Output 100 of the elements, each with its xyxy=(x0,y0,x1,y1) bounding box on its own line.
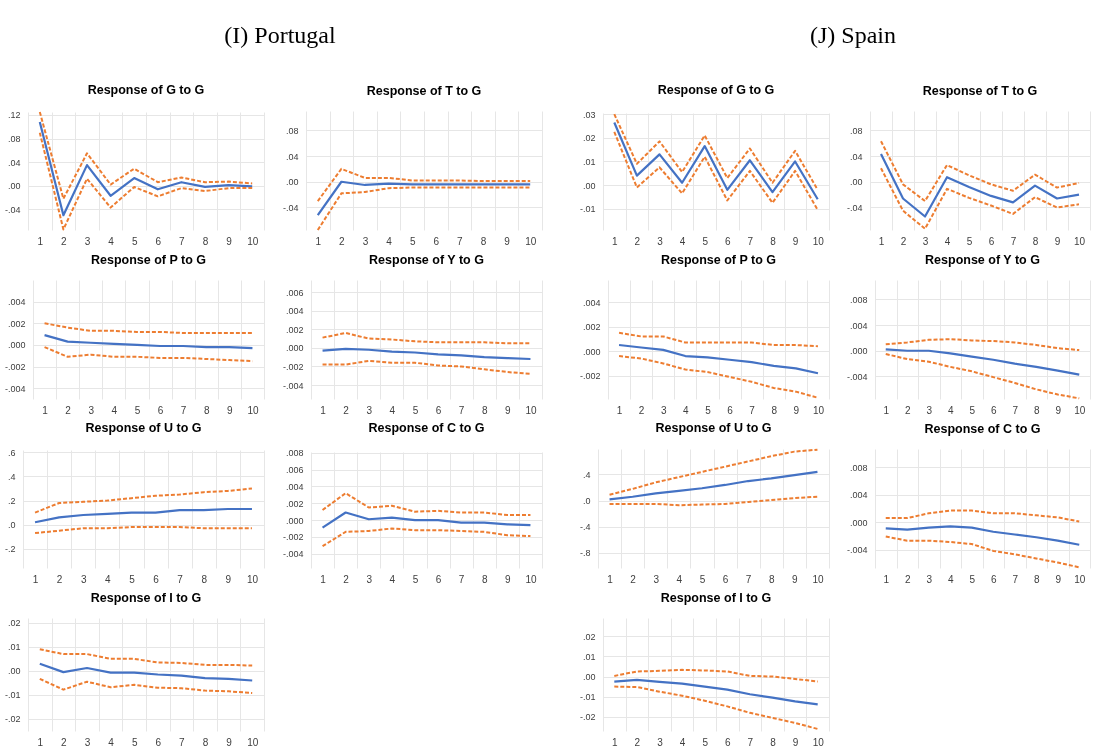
x-tick-label: 6 xyxy=(722,573,729,585)
x-tick-label: 7 xyxy=(180,404,187,416)
x-tick-label: 3 xyxy=(88,404,95,416)
y-tick-label: -.01 xyxy=(4,690,21,701)
x-tick-label: 3 xyxy=(84,736,91,748)
x-tick-label: 8 xyxy=(768,573,775,585)
x-tick-label: 4 xyxy=(108,235,115,247)
x-tick-label: 3 xyxy=(922,235,929,247)
x-tick-label: 10 xyxy=(812,736,825,748)
x-tick-label: 5 xyxy=(702,736,709,748)
x-tick-label: 8 xyxy=(1033,404,1040,416)
y-tick-label: .04 xyxy=(849,151,863,162)
line-series xyxy=(884,509,1081,523)
x-tick-label: 8 xyxy=(202,736,209,748)
line-series xyxy=(884,352,1081,400)
x-tick-label: 2 xyxy=(638,404,645,416)
line-series xyxy=(38,131,254,231)
y-tick-label: .0 xyxy=(582,496,591,507)
x-tick-label: 6 xyxy=(155,736,162,748)
line-series xyxy=(879,153,1081,218)
chart-title: Response of P to G xyxy=(660,252,777,267)
y-tick-label: .4 xyxy=(7,471,16,482)
x-tick-label: 3 xyxy=(362,235,369,247)
x-tick-label: 8 xyxy=(202,235,209,247)
x-tick-label: 1 xyxy=(37,235,44,247)
x-tick-label: 2 xyxy=(343,573,350,585)
x-tick-label: 3 xyxy=(657,736,664,748)
x-tick-label: 6 xyxy=(990,404,997,416)
line-series xyxy=(880,140,1080,203)
x-tick-label: 7 xyxy=(177,573,184,585)
text: (I) Portugal xyxy=(224,21,336,48)
x-tick-label: 3 xyxy=(926,404,933,416)
y-tick-label: .004 xyxy=(7,297,26,308)
x-tick-label: 5 xyxy=(702,235,709,247)
line-series xyxy=(880,167,1080,230)
x-tick-label: 3 xyxy=(80,573,87,585)
y-tick-label: -.02 xyxy=(579,712,596,723)
line-series xyxy=(613,668,819,683)
x-tick-label: 4 xyxy=(105,573,112,585)
line-series xyxy=(608,448,819,496)
x-tick-label: 1 xyxy=(883,404,890,416)
x-tick-label: 10 xyxy=(525,573,537,585)
x-tick-label: 10 xyxy=(812,235,825,247)
line-series xyxy=(613,130,819,211)
x-tick-label: 2 xyxy=(634,736,641,748)
x-tick-label: 5 xyxy=(699,573,706,585)
x-tick-label: 2 xyxy=(65,404,72,416)
x-tick-label: 4 xyxy=(947,404,954,416)
x-tick-label: 5 xyxy=(705,404,712,416)
y-tick-label: -.004 xyxy=(282,549,304,560)
y-tick-label: .01 xyxy=(582,156,596,167)
text: (J) Spain xyxy=(810,21,896,48)
line-series xyxy=(608,470,819,501)
y-tick-label: .000 xyxy=(7,340,26,351)
line-series xyxy=(321,527,532,548)
y-tick-label: -.002 xyxy=(282,532,304,543)
y-tick-label: .00 xyxy=(7,666,21,677)
x-tick-label: 6 xyxy=(433,235,440,247)
x-tick-label: 7 xyxy=(745,573,752,585)
x-tick-label: 1 xyxy=(612,235,619,247)
x-tick-label: 5 xyxy=(134,404,141,416)
y-tick-label: -.004 xyxy=(282,380,304,391)
y-tick-label: -.2 xyxy=(4,544,16,555)
x-tick-label: 6 xyxy=(155,235,162,247)
x-tick-label: 6 xyxy=(435,573,442,585)
line-series xyxy=(43,334,254,350)
y-tick-label: .000 xyxy=(849,517,868,528)
chart-title: Response of C to G xyxy=(924,421,1041,436)
y-tick-label: .02 xyxy=(7,618,21,629)
y-tick-label: .00 xyxy=(849,177,863,188)
y-tick-label: -.4 xyxy=(579,522,591,533)
x-tick-label: 10 xyxy=(812,404,825,416)
x-tick-label: 3 xyxy=(660,404,667,416)
x-tick-label: 7 xyxy=(458,404,465,416)
x-tick-label: 8 xyxy=(770,736,777,748)
y-tick-label: -.8 xyxy=(579,548,591,559)
line-series xyxy=(38,648,254,667)
y-tick-label: .008 xyxy=(285,448,304,459)
line-series xyxy=(43,322,254,335)
y-tick-label: -.01 xyxy=(579,204,596,215)
line-series xyxy=(608,495,819,507)
y-tick-label: -.004 xyxy=(846,545,868,556)
line-series xyxy=(613,678,819,706)
x-tick-label: 7 xyxy=(1012,573,1019,585)
line-series xyxy=(321,347,532,361)
x-tick-label: 6 xyxy=(988,235,995,247)
x-tick-label: 2 xyxy=(339,235,346,247)
line-series xyxy=(321,331,532,345)
x-tick-label: 2 xyxy=(904,404,911,416)
x-tick-label: 7 xyxy=(749,404,756,416)
line-series xyxy=(38,677,254,695)
x-tick-label: 5 xyxy=(129,573,136,585)
x-tick-label: 3 xyxy=(926,573,933,585)
x-tick-label: 2 xyxy=(630,573,637,585)
y-tick-label: .08 xyxy=(7,134,21,145)
x-tick-label: 10 xyxy=(812,573,824,585)
line-series xyxy=(613,685,819,730)
y-tick-label: .2 xyxy=(7,496,16,507)
x-tick-label: 5 xyxy=(131,736,138,748)
y-tick-label: .00 xyxy=(285,177,299,188)
